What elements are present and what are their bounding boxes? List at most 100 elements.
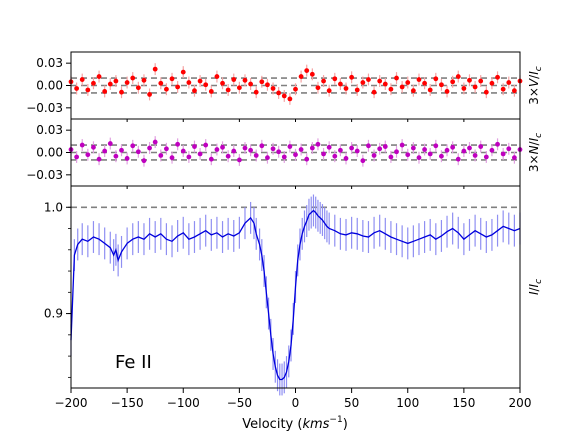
data-point — [450, 144, 456, 150]
data-point — [500, 86, 506, 92]
data-point — [203, 142, 209, 148]
x-tick-label: 150 — [452, 396, 475, 410]
data-point — [225, 153, 231, 159]
data-point — [79, 77, 85, 82]
data-point — [366, 77, 371, 82]
data-point — [461, 86, 467, 91]
data-point — [500, 151, 506, 157]
data-point — [422, 80, 427, 86]
data-point — [113, 78, 119, 84]
y-axis-label: I/Ic — [527, 279, 544, 295]
data-point — [371, 89, 377, 95]
data-point — [366, 143, 371, 149]
data-point — [265, 155, 270, 161]
data-point — [158, 153, 164, 158]
data-point — [360, 80, 366, 85]
x-tick-label: 100 — [396, 396, 419, 410]
data-point — [298, 147, 304, 152]
x-tick-label: 50 — [344, 396, 359, 410]
y-tick-label: 0.00 — [36, 79, 63, 93]
data-point — [102, 148, 108, 154]
data-point — [394, 149, 399, 155]
data-point — [309, 145, 315, 151]
null-panel: 0.03 0.00 −0.03 3×N/Ic — [26, 118, 544, 189]
data-point — [326, 88, 332, 94]
data-point — [197, 151, 203, 157]
data-point — [304, 156, 310, 162]
data-point — [192, 88, 197, 94]
data-point — [265, 82, 270, 88]
data-point — [175, 84, 181, 90]
data-point — [91, 144, 96, 150]
data-point — [119, 89, 124, 95]
data-point — [495, 74, 500, 80]
data-point — [343, 156, 349, 161]
data-point — [124, 80, 130, 85]
data-point — [253, 89, 259, 95]
data-point — [225, 87, 231, 93]
data-point — [147, 92, 152, 97]
data-point — [242, 145, 248, 151]
y-tick-label: 1.0 — [44, 200, 63, 214]
data-point — [349, 145, 355, 151]
data-point — [467, 145, 472, 151]
data-point — [107, 141, 113, 146]
data-point — [433, 76, 439, 82]
x-tick-label: −100 — [167, 396, 200, 410]
data-point — [242, 77, 248, 83]
data-point — [147, 145, 152, 151]
y-tick-label: −0.03 — [26, 101, 63, 115]
data-point — [388, 86, 394, 92]
data-point — [354, 148, 360, 154]
data-point — [85, 87, 91, 93]
data-point — [495, 141, 500, 147]
data-point — [141, 158, 147, 164]
data-point — [433, 143, 439, 149]
fe-ii-annotation: Fe II — [115, 352, 152, 373]
data-point — [175, 141, 181, 147]
data-point — [164, 146, 169, 152]
intensity-line — [70, 209, 521, 381]
data-point — [338, 81, 343, 87]
data-point — [96, 156, 102, 162]
data-point — [410, 88, 416, 94]
data-point — [321, 151, 326, 157]
x-tick-label: −150 — [111, 396, 144, 410]
data-point — [124, 156, 130, 161]
data-point — [276, 90, 282, 96]
y-axis-label: 3×N/Ic — [527, 133, 544, 172]
data-point — [130, 143, 136, 149]
data-point — [236, 157, 242, 163]
data-point — [439, 82, 444, 88]
data-point — [107, 81, 113, 87]
data-point — [416, 155, 422, 161]
data-point — [220, 80, 225, 86]
data-point — [511, 155, 517, 161]
data-point — [96, 74, 102, 79]
data-point — [74, 154, 80, 160]
data-point — [416, 77, 422, 82]
y-tick-label: 0.03 — [36, 56, 63, 70]
data-point — [472, 84, 478, 90]
data-point — [410, 145, 416, 151]
y-tick-label: 0.03 — [36, 123, 63, 137]
data-point — [511, 88, 517, 94]
data-point — [483, 89, 489, 95]
data-point — [141, 77, 147, 83]
data-point — [169, 155, 175, 161]
intensity-panel: 1.0 0.9 −200 −150 −100 −50 0 50 100 150 200 I/Ic — [44, 185, 544, 410]
data-point — [293, 152, 298, 158]
data-point — [186, 154, 192, 160]
data-point — [203, 82, 209, 88]
data-point — [113, 153, 119, 159]
data-point — [91, 80, 96, 86]
x-tick-label: 200 — [509, 396, 532, 410]
x-tick-label: 0 — [292, 396, 300, 410]
data-point — [377, 146, 383, 152]
data-point — [332, 153, 338, 159]
data-point — [304, 68, 310, 74]
data-point — [422, 147, 427, 152]
data-point — [388, 154, 394, 160]
data-point — [472, 153, 478, 158]
data-point — [478, 144, 484, 149]
